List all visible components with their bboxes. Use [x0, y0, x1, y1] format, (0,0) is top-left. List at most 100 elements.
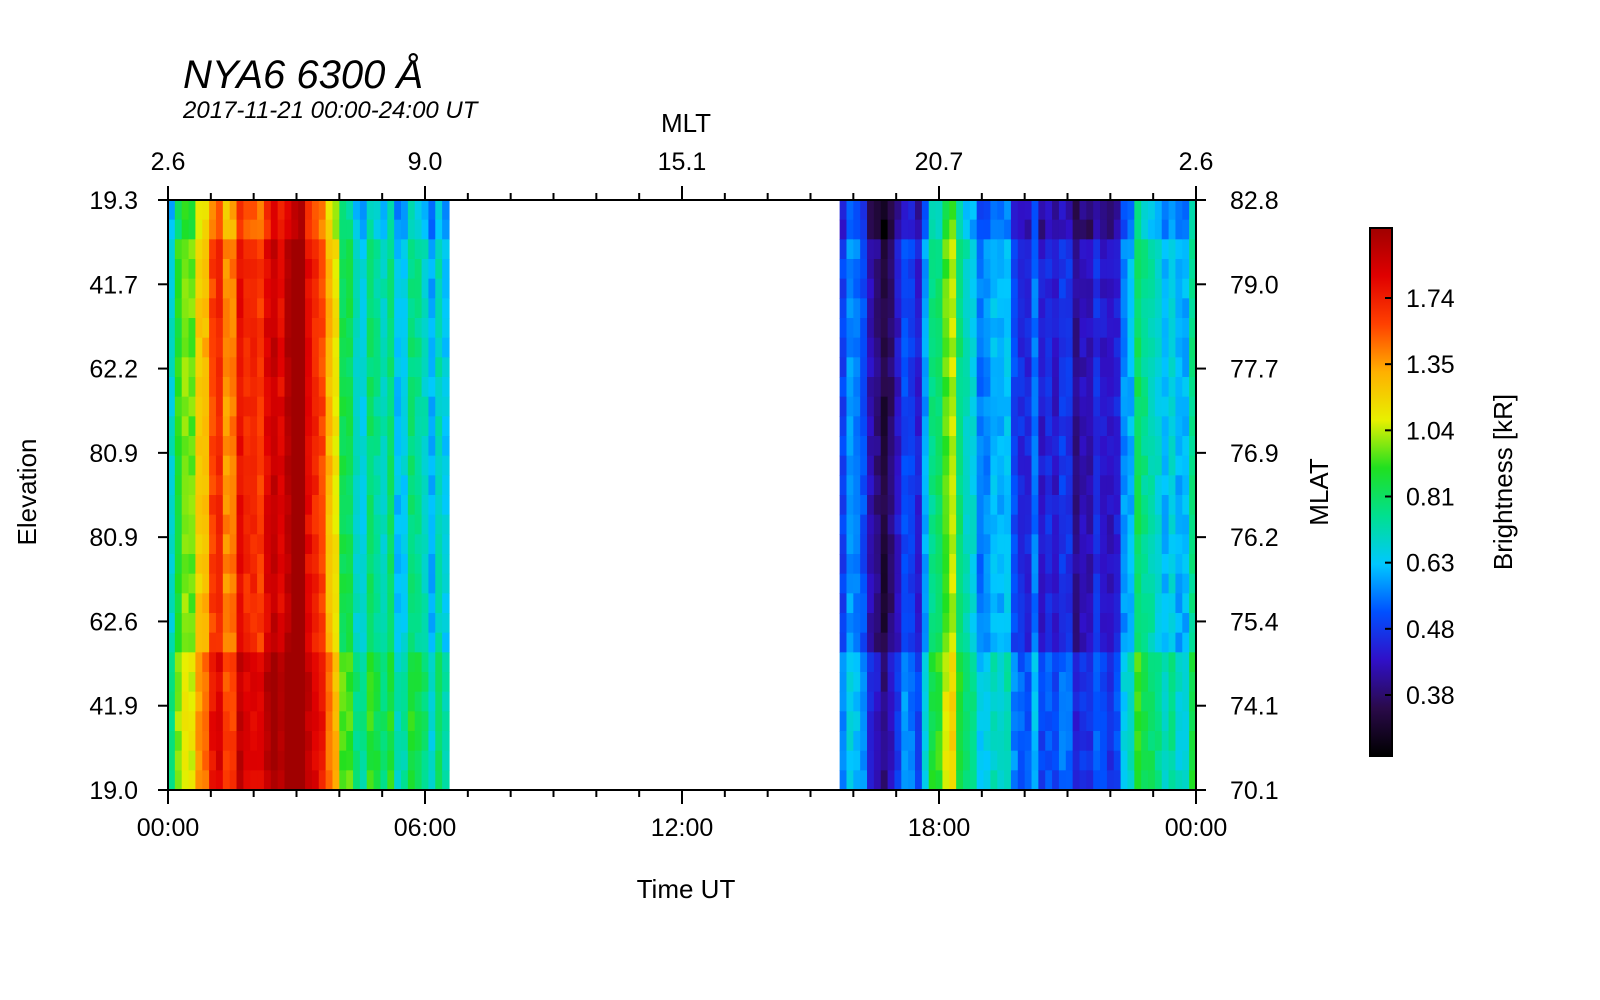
- heatmap-cell: [1017, 672, 1026, 693]
- heatmap-cell: [305, 200, 313, 221]
- heatmap-cell: [442, 200, 450, 221]
- heatmap-cell: [983, 318, 991, 339]
- heatmap-cell: [311, 357, 320, 378]
- heatmap-cell: [339, 691, 347, 712]
- heatmap-cell: [839, 534, 848, 555]
- heatmap-cell: [243, 200, 251, 221]
- heatmap-cell: [956, 534, 964, 555]
- heatmap-cell: [188, 573, 197, 594]
- heatmap-cell: [236, 691, 244, 712]
- heatmap-cell: [188, 357, 197, 378]
- heatmap-cell: [394, 475, 402, 496]
- heatmap-cell: [853, 770, 861, 791]
- heatmap-cell: [353, 200, 361, 221]
- heatmap-cell: [291, 318, 299, 339]
- heatmap-cell: [1093, 219, 1101, 240]
- heatmap-cell: [860, 554, 868, 575]
- heatmap-cell: [346, 573, 354, 594]
- heatmap-cell: [168, 554, 176, 575]
- heatmap-cell: [901, 239, 909, 260]
- heatmap-cell: [215, 298, 224, 319]
- heatmap-cell: [346, 200, 354, 221]
- heatmap-cell: [962, 554, 971, 575]
- heatmap-cell: [1052, 534, 1060, 555]
- heatmap-cell: [387, 495, 395, 516]
- heatmap-cell: [236, 318, 244, 339]
- heatmap-cell: [401, 455, 409, 476]
- heatmap-cell: [1010, 495, 1019, 516]
- heatmap-cell: [873, 495, 882, 516]
- heatmap-cell: [263, 377, 272, 398]
- heatmap-cell: [353, 593, 361, 614]
- heatmap-cell: [311, 632, 320, 653]
- heatmap-cell: [1031, 259, 1039, 280]
- heatmap-cell: [298, 514, 306, 535]
- heatmap-cell: [181, 357, 190, 378]
- heatmap-cell: [202, 396, 210, 417]
- heatmap-cell: [1134, 259, 1142, 280]
- heatmap-cell: [387, 475, 395, 496]
- heatmap-cell: [325, 436, 334, 457]
- heatmap-cell: [263, 475, 272, 496]
- heatmap-cell: [174, 298, 183, 319]
- heatmap-cell: [291, 691, 299, 712]
- heatmap-cell: [1154, 377, 1163, 398]
- heatmap-cell: [1017, 357, 1026, 378]
- heatmap-cell: [421, 396, 430, 417]
- heatmap-cell: [956, 239, 964, 260]
- heatmap-cell: [1113, 416, 1122, 437]
- heatmap-cell: [1024, 573, 1033, 594]
- heatmap-cell: [1148, 357, 1156, 378]
- heatmap-cell: [1072, 750, 1081, 771]
- heatmap-cell: [997, 672, 1005, 693]
- heatmap-cell: [229, 731, 238, 752]
- heatmap-cell: [1120, 534, 1129, 555]
- heatmap-cell: [997, 770, 1005, 791]
- heatmap-cell: [1141, 318, 1149, 339]
- heatmap-cell: [990, 239, 998, 260]
- heatmap-cell: [428, 337, 436, 358]
- heatmap-cell: [318, 318, 327, 339]
- heatmap-cell: [1182, 396, 1190, 417]
- heatmap-cell: [1189, 554, 1197, 575]
- heatmap-cell: [353, 455, 361, 476]
- heatmap-cell: [339, 416, 347, 437]
- heatmap-cell: [990, 514, 998, 535]
- heatmap-cell: [428, 219, 436, 240]
- heatmap-cell: [442, 731, 450, 752]
- heatmap-cell: [839, 593, 848, 614]
- heatmap-cell: [202, 239, 210, 260]
- heatmap-cell: [229, 259, 238, 280]
- heatmap-cell: [1154, 731, 1163, 752]
- heatmap-cell: [291, 239, 299, 260]
- heatmap-cell: [1065, 495, 1074, 516]
- heatmap-cell: [428, 554, 436, 575]
- heatmap-cell: [1100, 554, 1108, 575]
- heatmap-cell: [298, 377, 306, 398]
- heatmap-cell: [839, 495, 848, 516]
- heatmap-cell: [270, 219, 279, 240]
- heatmap-cell: [291, 711, 299, 732]
- heatmap-cell: [956, 416, 964, 437]
- heatmap-cell: [181, 672, 190, 693]
- heatmap-cell: [1134, 711, 1142, 732]
- heatmap-cell: [1120, 318, 1129, 339]
- colorbar: 1.741.351.040.810.630.480.38: [1369, 227, 1455, 757]
- heatmap-cell: [853, 554, 861, 575]
- heatmap-cell: [373, 455, 382, 476]
- heatmap-cell: [921, 770, 930, 791]
- heatmap-cell: [229, 377, 238, 398]
- heatmap-cell: [257, 711, 265, 732]
- heatmap-cell: [250, 298, 258, 319]
- heatmap-cell: [407, 259, 416, 280]
- heatmap-cell: [195, 298, 203, 319]
- heatmap-cell: [1106, 495, 1115, 516]
- heatmap-cell: [1031, 219, 1039, 240]
- heatmap-cell: [277, 652, 286, 673]
- heatmap-cell: [346, 318, 354, 339]
- heatmap-cell: [250, 554, 258, 575]
- heatmap-cell: [901, 593, 909, 614]
- heatmap-cell: [935, 514, 944, 535]
- heatmap-cell: [270, 377, 279, 398]
- heatmap-cell: [997, 750, 1005, 771]
